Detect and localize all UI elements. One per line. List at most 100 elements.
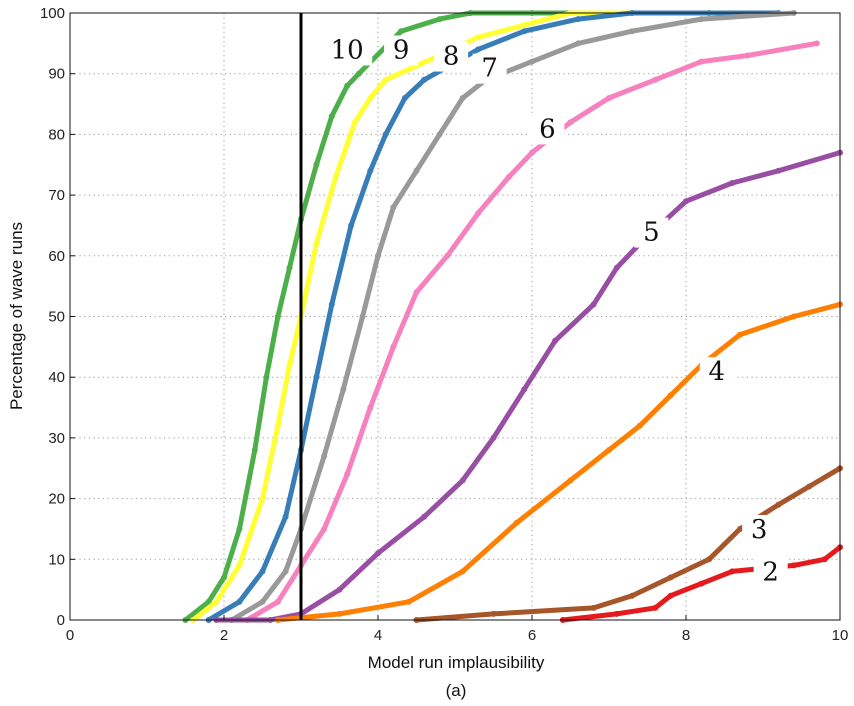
data-point <box>344 82 351 89</box>
y-tick-label: 80 <box>48 126 65 143</box>
data-point <box>490 610 497 617</box>
data-point <box>552 337 559 344</box>
data-point <box>667 574 674 581</box>
data-point <box>729 568 736 575</box>
data-point <box>336 586 343 593</box>
series-label-backdrop <box>472 53 507 84</box>
data-point <box>236 526 243 532</box>
data-point <box>340 386 347 393</box>
data-point <box>775 501 782 508</box>
data-point <box>286 264 293 271</box>
data-point <box>359 313 366 320</box>
data-point <box>790 313 797 320</box>
data-point <box>736 331 743 338</box>
y-tick-label: 30 <box>48 430 65 447</box>
data-point <box>351 119 358 126</box>
series-label-backdrop <box>434 41 469 72</box>
data-point <box>475 34 482 41</box>
data-point <box>521 28 528 35</box>
x-axis-label: Model run implausibility <box>368 653 545 672</box>
series-label-backdrop <box>742 515 777 546</box>
data-point <box>613 264 620 271</box>
data-point <box>513 519 520 526</box>
series-2 <box>559 544 843 623</box>
data-point <box>421 513 428 520</box>
data-point <box>313 374 320 381</box>
data-point <box>790 562 797 569</box>
data-point <box>567 477 574 484</box>
series-label-backdrop <box>322 35 373 66</box>
data-point <box>382 76 389 83</box>
series-10-line <box>183 10 712 623</box>
data-point <box>667 392 674 399</box>
data-point <box>575 16 582 23</box>
data-point <box>475 210 482 217</box>
data-point <box>698 580 705 587</box>
data-point <box>413 167 420 174</box>
data-point <box>529 58 535 65</box>
series-label-backdrop <box>753 557 788 588</box>
data-point <box>521 386 528 393</box>
data-point <box>274 422 281 429</box>
data-point <box>313 240 320 247</box>
data-point <box>282 568 289 575</box>
grid <box>70 13 840 620</box>
data-point <box>332 173 339 180</box>
data-point <box>263 374 270 381</box>
data-point <box>505 173 512 180</box>
series-5 <box>213 149 843 623</box>
series-label-2: 2 <box>762 558 779 588</box>
data-point <box>348 222 355 229</box>
data-point <box>367 404 374 411</box>
series-label-5: 5 <box>643 218 660 248</box>
data-point <box>606 447 612 453</box>
data-point <box>652 76 659 83</box>
data-point <box>706 556 713 563</box>
x-tick-label: 6 <box>528 627 536 644</box>
data-point <box>490 434 497 441</box>
series-label-3: 3 <box>751 515 768 545</box>
y-tick-label: 60 <box>48 248 65 265</box>
y-tick-label: 40 <box>48 369 65 386</box>
data-point <box>274 313 281 320</box>
data-point <box>652 604 659 611</box>
y-tick-label: 100 <box>40 5 65 22</box>
y-tick-label: 50 <box>48 309 65 326</box>
data-point <box>274 598 281 605</box>
data-point <box>259 598 266 605</box>
y-tick-label: 90 <box>48 66 65 83</box>
data-point <box>321 453 328 460</box>
data-point <box>355 70 362 77</box>
y-tick-label: 10 <box>48 551 65 568</box>
data-point <box>286 362 293 369</box>
series-3 <box>413 465 843 623</box>
data-point <box>401 95 408 101</box>
data-point <box>436 131 443 138</box>
series-label-backdrop <box>384 35 419 66</box>
x-tick-label: 8 <box>682 627 690 644</box>
data-point <box>321 526 328 532</box>
data-point <box>806 483 813 490</box>
series-label-7: 7 <box>481 54 498 84</box>
series-layer <box>182 10 843 623</box>
data-point <box>367 95 374 101</box>
y-axis-label: Percentage of wave runs <box>7 222 26 410</box>
series-label-9: 9 <box>393 35 410 65</box>
data-point <box>236 562 243 569</box>
data-point <box>744 52 751 59</box>
data-point <box>398 28 405 35</box>
data-point <box>736 526 743 532</box>
series-7-line <box>229 10 797 623</box>
data-point <box>821 556 828 563</box>
data-point <box>529 149 535 156</box>
data-point <box>205 598 212 605</box>
data-point <box>683 198 689 205</box>
series-labels: 10 9 8 7 6 5 4 3 2 <box>322 35 788 588</box>
data-point <box>667 592 674 599</box>
series-6-line <box>244 40 820 623</box>
data-point <box>282 513 289 520</box>
data-point <box>375 252 381 259</box>
x-tick-label: 2 <box>220 627 228 644</box>
